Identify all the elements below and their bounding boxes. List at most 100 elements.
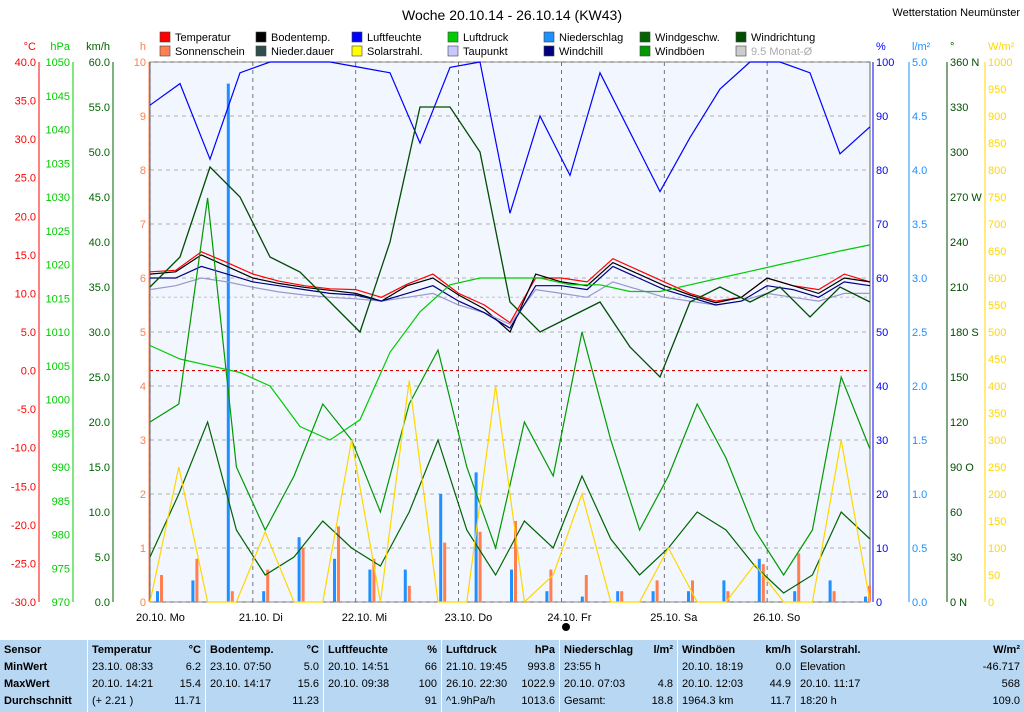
bar-sonnenschein — [584, 575, 588, 602]
axis-tick-humidity: 100 — [876, 57, 894, 69]
axis-tick-hours: 7 — [140, 219, 146, 231]
legend-swatch — [543, 31, 555, 43]
axis-tick-direction: 90 O — [950, 462, 974, 474]
stats-cell-info: 26.10. 22:30 — [446, 678, 508, 690]
axis-tick-rain: 0.0 — [912, 597, 927, 609]
legend-label: Taupunkt — [463, 46, 508, 58]
legend-swatch — [159, 45, 171, 57]
stats-cell-value: 11.23 — [292, 695, 319, 707]
axis-tick-pressure: 1000 — [46, 395, 70, 407]
bar-niederschlag — [651, 591, 655, 602]
axis-tick-wind: 5.0 — [95, 552, 110, 564]
axis-tick-direction: 0 N — [950, 597, 967, 609]
legend-label: Windrichtung — [751, 32, 815, 44]
stats-cell-value: 0.0 — [775, 661, 791, 673]
axis-tick-humidity: 10 — [876, 543, 888, 555]
stats-cell-value: 11.7 — [770, 695, 791, 707]
stats-cell-info: 20.10. 09:38 — [328, 678, 390, 690]
bar-sonnenschein — [549, 569, 553, 602]
axis-tick-solar: 450 — [988, 354, 1006, 366]
axis-tick-direction: 60 — [950, 507, 962, 519]
bar-sonnenschein — [160, 575, 163, 602]
axis-tick-temp: -10.0 — [11, 443, 36, 455]
bar-niederschlag — [828, 580, 832, 602]
stats-column-title: Niederschlag — [564, 644, 634, 656]
bar-sonnenschein — [655, 580, 659, 602]
axis-tick-direction: 330 — [950, 102, 968, 114]
axis-tick-hours: 6 — [140, 273, 146, 285]
axis-tick-humidity: 0 — [876, 597, 882, 609]
stats-cell-info: (+ 2.21 ) — [92, 695, 134, 707]
stats-cell-info: 20.10. 18:19 — [682, 661, 744, 673]
series-line-windrichtung — [149, 106, 871, 379]
axis-tick-pressure: 1020 — [46, 260, 70, 272]
axis-tick-wind: 15.0 — [89, 462, 110, 474]
legend-swatch — [255, 45, 267, 57]
bar-sonnenschein — [407, 585, 411, 602]
axis-tick-solar: 850 — [988, 138, 1006, 150]
stats-cell-value: 5.0 — [303, 661, 319, 673]
bar-niederschlag — [510, 569, 513, 602]
axis-tick-pressure: 1035 — [46, 158, 70, 170]
x-tick-label: 20.10. Mo — [136, 612, 185, 624]
series-line-windben — [149, 197, 871, 577]
series-line-windchill — [150, 265, 871, 329]
legend-swatch — [735, 45, 747, 57]
axis-tick-solar: 150 — [988, 516, 1006, 528]
axis-tick-pressure: 1010 — [46, 327, 70, 339]
axis-tick-temp: 15.0 — [15, 250, 36, 262]
stats-cell-info: 21.10. 19:45 — [446, 661, 508, 673]
x-tick-label: 23.10. Do — [445, 612, 493, 624]
legend-label: 9.5 Monat-Ø — [751, 46, 813, 58]
stats-label-sensor: Sensor — [4, 644, 42, 656]
bar-niederschlag — [368, 569, 372, 602]
axis-tick-rain: 5.0 — [912, 57, 927, 69]
stats-cell-info: 20.10. 14:21 — [92, 678, 154, 690]
axis-tick-rain: 1.5 — [912, 435, 927, 447]
bar-niederschlag — [474, 472, 478, 602]
axis-tick-humidity: 60 — [876, 273, 888, 285]
legend-label: Sonnenschein — [175, 46, 245, 58]
axis-tick-solar: 100 — [988, 543, 1006, 555]
axis-tick-solar: 250 — [988, 462, 1006, 474]
axis-unit-temp: °C — [24, 41, 36, 53]
stats-column-unit: °C — [306, 644, 319, 656]
stats-cell-info: 20.10. 14:51 — [328, 661, 390, 673]
legend-swatch — [255, 31, 267, 43]
legend-swatch — [447, 31, 459, 43]
stats-column-unit: km/h — [765, 644, 791, 656]
stats-cell-info: 20.10. 11:17 — [800, 678, 861, 690]
stats-cell-value: 1022.9 — [521, 678, 555, 690]
legend-swatch — [735, 31, 747, 43]
stats-cell-value: 15.4 — [179, 678, 201, 690]
axis-tick-pressure: 980 — [52, 530, 70, 542]
axis-tick-hours: 8 — [140, 165, 146, 177]
axis-tick-rain: 3.5 — [912, 219, 927, 231]
axis-tick-hours: 10 — [134, 57, 146, 69]
stats-column-title: Solarstrahl. — [800, 644, 861, 656]
axis-tick-temp: 35.0 — [15, 96, 36, 108]
axis-tick-humidity: 20 — [876, 489, 888, 501]
legend-label: Luftfeuchte — [367, 32, 421, 44]
axis-tick-solar: 750 — [988, 192, 1006, 204]
axis-tick-temp: -20.0 — [11, 520, 36, 532]
axis-tick-direction: 210 — [950, 282, 968, 294]
x-tick-label: 21.10. Di — [239, 612, 283, 624]
legend-swatch — [639, 45, 651, 57]
axis-tick-solar: 500 — [988, 327, 1006, 339]
bar-niederschlag — [616, 591, 620, 602]
bar-niederschlag — [297, 537, 301, 602]
axis-tick-pressure: 1045 — [46, 91, 70, 103]
stats-cell-info: 23:55 h — [564, 661, 601, 673]
stats-column-title: Luftdruck — [446, 644, 497, 656]
legend-label: Windböen — [655, 46, 705, 58]
axis-tick-direction: 360 N — [950, 57, 979, 69]
stats-column-bodentemp: Bodentemp. °C 23.10. 07:50 5.0 20.10. 14:17 1… — [206, 640, 324, 712]
legend-swatch — [351, 31, 363, 43]
axis-tick-wind: 25.0 — [89, 372, 110, 384]
axis-unit-direction: ° — [950, 41, 954, 53]
axis-tick-solar: 800 — [988, 165, 1006, 177]
axis-tick-direction: 240 — [950, 237, 968, 249]
stats-cell-info: Elevation — [800, 661, 846, 673]
axis-tick-pressure: 1050 — [46, 57, 70, 69]
